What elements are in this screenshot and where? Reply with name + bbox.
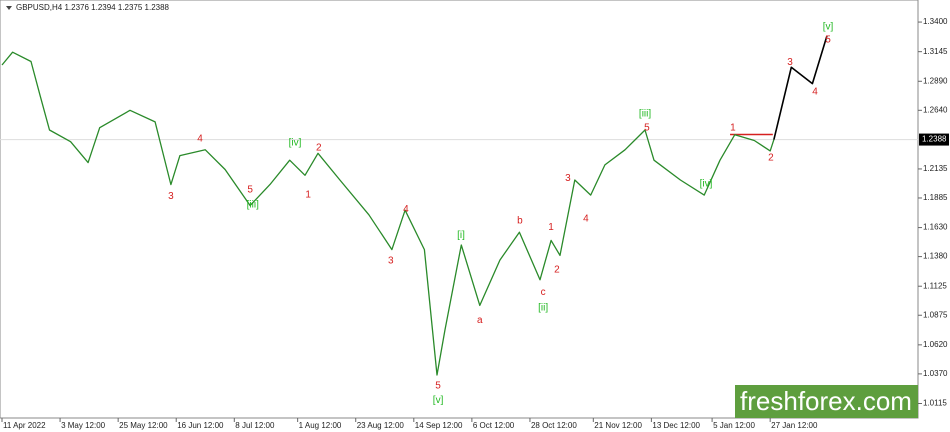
chart-title: GBPUSD,H4 1.2376 1.2394 1.2375 1.2388 <box>16 3 170 12</box>
x-tick-label: 6 Oct 12:00 <box>473 421 515 430</box>
wave-label: 2 <box>768 153 774 164</box>
watermark-text: freshforex.com <box>740 386 912 416</box>
wave-label: a <box>477 315 483 326</box>
watermark-box <box>735 385 918 418</box>
y-tick-label: 1.2640 <box>923 105 948 114</box>
wave-label: [iii] <box>247 200 259 211</box>
wave-label: 4 <box>583 214 589 225</box>
x-tick-label: 14 Sep 12:00 <box>415 421 463 430</box>
wave-label: [iii] <box>639 109 651 120</box>
wave-label: 3 <box>787 57 793 68</box>
x-tick-label: 8 Jul 12:00 <box>235 421 275 430</box>
y-tick-label: 1.1630 <box>923 223 948 232</box>
y-tick-label: 1.0370 <box>923 369 948 378</box>
wave-label: c <box>541 287 546 298</box>
wave-label: 4 <box>403 204 409 215</box>
y-tick-label: 1.1125 <box>923 281 947 290</box>
x-tick-label: 11 Apr 2022 <box>3 421 46 430</box>
wave-label: 5 <box>644 123 650 134</box>
x-tick-label: 21 Nov 12:00 <box>594 421 642 430</box>
y-tick-label: 1.0875 <box>923 310 948 319</box>
wave-label: 4 <box>197 134 203 145</box>
wave-label: [iv] <box>289 138 302 149</box>
x-tick-label: 27 Jan 12:00 <box>771 421 818 430</box>
wave-label: [v] <box>823 22 834 33</box>
y-tick-label: 1.1380 <box>923 252 948 261</box>
x-tick-label: 3 May 12:00 <box>61 421 106 430</box>
y-tick-label: 1.1885 <box>923 193 948 202</box>
x-tick-label: 25 May 12:00 <box>119 421 168 430</box>
wave-label: 1 <box>730 123 736 134</box>
y-tick-label: 1.2890 <box>923 76 948 85</box>
y-tick-label: 1.2135 <box>923 164 948 173</box>
wave-label: 1 <box>548 222 554 233</box>
wave-label: 2 <box>316 143 322 154</box>
y-tick-label: 1.3145 <box>923 47 948 56</box>
x-tick-label: 13 Dec 12:00 <box>652 421 700 430</box>
plot-frame <box>0 0 919 419</box>
y-tick-label: 1.0115 <box>923 399 947 408</box>
x-tick-label: 16 Jun 12:00 <box>177 421 224 430</box>
wave-label: [v] <box>433 395 444 406</box>
wave-label: 3 <box>565 173 571 184</box>
x-tick-label: 23 Aug 12:00 <box>357 421 405 430</box>
wave-label: [i] <box>457 230 465 241</box>
series-line <box>1 51 775 376</box>
wave-label: 4 <box>812 87 818 98</box>
x-tick-label: 28 Oct 12:00 <box>531 421 577 430</box>
series-line <box>773 35 828 140</box>
menu-arrow <box>6 6 12 10</box>
wave-label: b <box>517 216 523 227</box>
wave-label: 5 <box>825 35 831 46</box>
x-tick-label: 1 Aug 12:00 <box>299 421 342 430</box>
current-price-label: 1.2388 <box>922 135 947 144</box>
x-tick-label: 5 Jan 12:00 <box>713 421 755 430</box>
wave-label: 2 <box>554 265 560 276</box>
current-price-box <box>919 133 949 146</box>
wave-label: 3 <box>168 191 174 202</box>
wave-label: [iv] <box>700 179 713 190</box>
y-tick-label: 1.3400 <box>923 17 948 26</box>
wave-label: 5 <box>247 185 253 196</box>
wave-label: 5 <box>435 381 441 392</box>
wave-label: [ii] <box>538 303 548 314</box>
wave-label: 3 <box>388 256 394 267</box>
wave-label: 1 <box>305 190 311 201</box>
y-tick-label: 1.0620 <box>923 340 948 349</box>
